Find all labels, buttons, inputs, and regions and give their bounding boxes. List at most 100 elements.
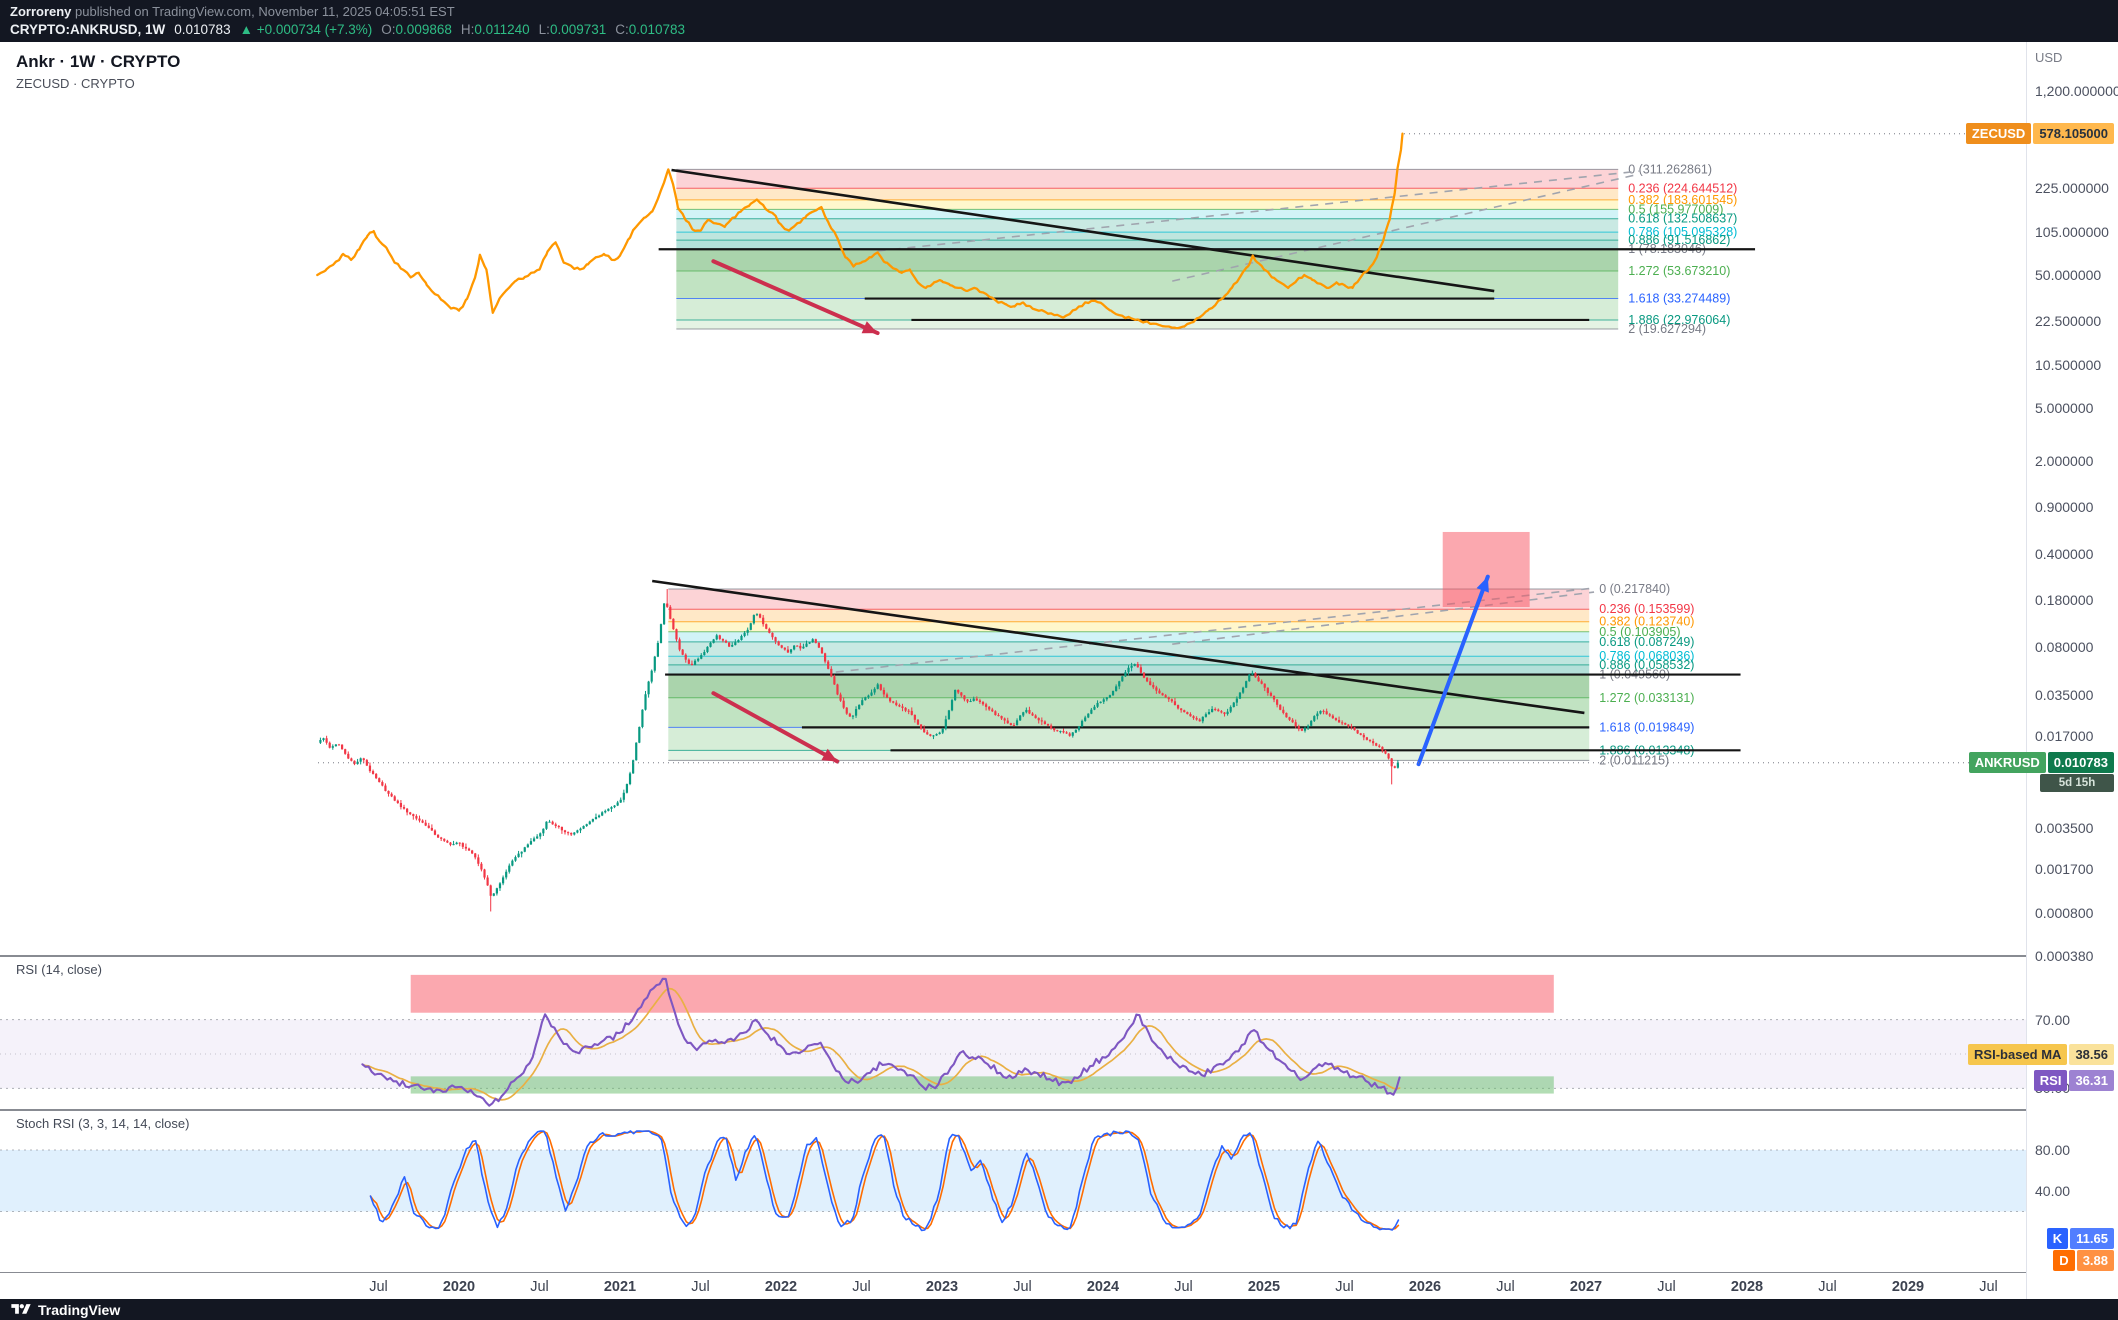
time-axis-label: Jul (530, 1279, 549, 1295)
price-scale-currency: USD (2035, 50, 2063, 65)
fib-level-label: 0.886 (0.058532) (1599, 658, 1694, 672)
tradingview-logo[interactable] (10, 1302, 32, 1317)
fib-level-label: 0 (311.262861) (1628, 162, 1712, 176)
fib-level-label: 0.236 (0.153599) (1599, 602, 1694, 616)
price-axis-label: 105.000000 (2035, 224, 2109, 241)
rsi-ma-badge-label: RSI-based MA (1968, 1043, 2068, 1065)
time-axis-label: Jul (1818, 1279, 1837, 1295)
zecusd-price-badge: ZECUSD 578.105000 (1965, 122, 2114, 144)
time-axis-label: 2029 (1891, 1279, 1925, 1295)
price-axis-label: 0.180000 (2035, 592, 2094, 609)
rsi-ma-badge-value: 38.56 (2069, 1043, 2114, 1065)
tradingview-footer: TradingView (0, 1299, 2118, 1320)
zec-red-arrow[interactable] (711, 259, 880, 336)
price-axis-label: 0.003500 (2035, 819, 2094, 836)
stoch-d-badge-label: D (2053, 1250, 2075, 1272)
time-scale[interactable]: Jul 2020 Jul 2021 Jul 2022 Jul 2023 Jul 2024 Jul 20… (0, 1273, 2026, 1299)
price-axis-label: 1,200.000000 (2035, 83, 2118, 100)
zecusd-line-series (316, 132, 1404, 330)
compare-symbol-legend[interactable]: ZECUSD · CRYPTO (16, 76, 135, 91)
fib-level-label: 2 (0.011215) (1599, 753, 1669, 767)
price-axis-label: 0.035000 (2035, 686, 2094, 703)
stoch-axis-label: 80.00 (2035, 1142, 2071, 1158)
time-axis-label: Jul (852, 1279, 871, 1295)
rsi-line (361, 977, 1401, 1107)
fib-level-label: 1.272 (53.673210) (1628, 264, 1730, 278)
fib-level-label: 1.618 (0.019849) (1599, 720, 1694, 734)
ankr-blue-projection-arrow[interactable] (1416, 574, 1490, 767)
price-axis-label: 0.000380 (2035, 947, 2094, 964)
price-axis-label: 0.017000 (2035, 728, 2094, 745)
price-axis-label: 0.900000 (2035, 499, 2094, 516)
stoch-d-line (369, 1130, 1400, 1231)
price-axis-label: 10.500000 (2035, 357, 2102, 374)
price-target-box[interactable] (1442, 531, 1530, 607)
ohlc-low: L:0.009731 (538, 22, 607, 37)
stoch-axis-label: 40.00 (2035, 1183, 2071, 1199)
time-axis-label: Jul (1174, 1279, 1193, 1295)
publish-info: published on TradingView.com, November 1… (71, 4, 455, 19)
ohlc-high: H:0.011240 (460, 22, 530, 37)
price-change: ▲ +0.000734 (+7.3%) (239, 22, 373, 37)
ohlc-close: C:0.010783 (615, 22, 686, 37)
rsi-pane-title[interactable]: RSI (14, close) (16, 962, 102, 977)
time-axis-label: 2024 (1086, 1279, 1120, 1295)
rsi-ma-value-badge: RSI-based MA 38.56 (1968, 1043, 2114, 1065)
rsi-badge-value: 36.31 (2069, 1069, 2114, 1091)
time-axis-label: 2021 (603, 1279, 637, 1295)
rsi-overbought-zone-box[interactable] (410, 974, 1554, 1013)
author-name: Zorroreny (10, 4, 72, 19)
price-axis-label: 0.400000 (2035, 545, 2094, 562)
ankrusd-badge-symbol: ANKRUSD (1968, 751, 2046, 773)
ankr-fib-retracement[interactable]: 0 (0.217840) 0.236 (0.153599)0.382 (0.123… (668, 582, 1694, 767)
fib-level-label: 0.382 (0.123740) (1599, 615, 1694, 629)
price-scale[interactable]: USD 1,200.000000 225.000000 105.000000 50.0… (2026, 42, 2118, 1299)
symbol-status-line: CRYPTO:ANKRUSD, 1W 0.010783 ▲ +0.000734 … (10, 22, 685, 37)
fib-level-label: 0.886 (91.516862) (1628, 233, 1730, 247)
zecusd-badge-price: 578.105000 (2033, 122, 2114, 144)
ankr-red-arrow[interactable] (711, 691, 840, 764)
rsi-pane[interactable] (0, 974, 2026, 1107)
time-axis-label: Jul (369, 1279, 388, 1295)
tradingview-brand[interactable]: TradingView (38, 1301, 121, 1318)
rsi-oversold-zone-box[interactable] (410, 1076, 1554, 1094)
time-axis-label: Jul (1335, 1279, 1354, 1295)
fib-level-label: 0.618 (132.508637) (1628, 212, 1737, 226)
chart-legend: Ankr · 1W · CRYPTO ZECUSD · CRYPTO (16, 52, 180, 91)
price-axis-label: 225.000000 (2035, 180, 2109, 197)
stoch-pane-title[interactable]: Stoch RSI (3, 3, 14, 14, close) (16, 1116, 190, 1131)
stoch-d-value-badge: D 3.88 (2053, 1250, 2114, 1272)
fib-level-label: 0.5 (0.103905) (1599, 625, 1680, 639)
stoch-k-badge-label: K (2046, 1228, 2069, 1250)
stoch-rsi-pane[interactable] (0, 1130, 2026, 1232)
time-axis-label: 2027 (1569, 1279, 1603, 1295)
last-price: 0.010783 (174, 22, 231, 37)
time-axis-label: 2025 (1247, 1279, 1281, 1295)
fib-level-label: 0.382 (183.601545) (1628, 193, 1737, 207)
time-axis-label: Jul (691, 1279, 710, 1295)
rsi-ma-line (361, 987, 1401, 1101)
ankrusd-price-badge: ANKRUSD 0.010783 (1968, 751, 2114, 773)
symbol-legend[interactable]: Ankr · 1W · CRYPTO (16, 52, 181, 71)
ankrusd-candlestick-series (319, 589, 1399, 912)
rsi-axis-label: 70.00 (2035, 1011, 2071, 1028)
time-axis-label: 2028 (1730, 1279, 1764, 1295)
price-axis-label: 0.000800 (2035, 904, 2094, 921)
publish-line: Zorroreny published on TradingView.com, … (10, 4, 455, 19)
price-axis-label: 50.000000 (2035, 267, 2102, 284)
price-axis-label: 0.001700 (2035, 861, 2094, 878)
stoch-d-badge-value: 3.88 (2076, 1250, 2114, 1272)
fib-level-label: 1.272 (0.033131) (1599, 691, 1694, 705)
time-axis-label: 2026 (1408, 1279, 1442, 1295)
publish-header: Zorroreny published on TradingView.com, … (0, 0, 2118, 42)
time-axis-label: Jul (1496, 1279, 1515, 1295)
fib-level-label: 1.886 (22.976064) (1628, 313, 1730, 327)
main-price-pane[interactable]: 0 (311.262861) 0.236 (224.644512)0.382 (1… (316, 132, 2026, 912)
fib-level-label: 0.618 (0.087249) (1599, 635, 1694, 649)
time-axis-label: 2023 (925, 1279, 959, 1295)
fib-level-label: 0.5 (155.977009) (1628, 202, 1723, 216)
ohlc-open: O:0.009868 (381, 22, 452, 37)
bar-countdown-badge: 5d 15h (2040, 773, 2114, 792)
